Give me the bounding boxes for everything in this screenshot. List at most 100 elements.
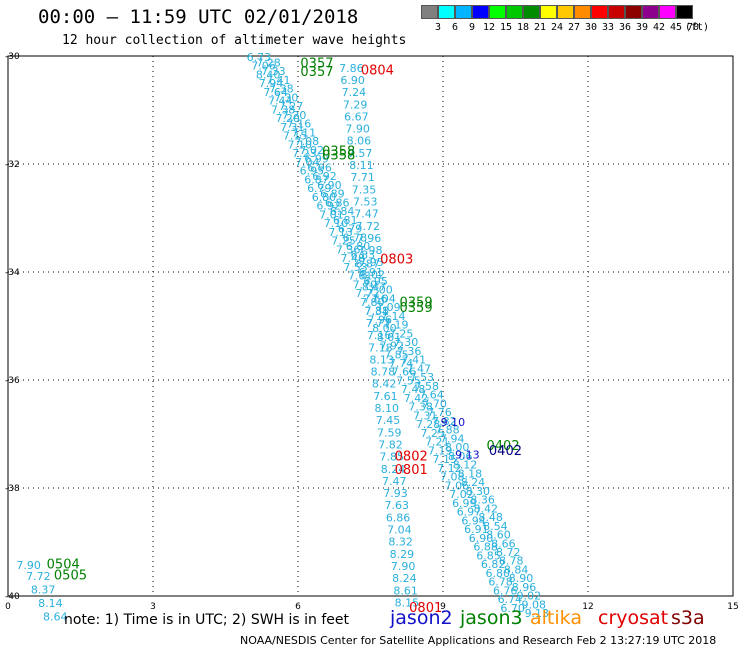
swh-value: 7.25 xyxy=(389,327,414,340)
swh-value: 7.72 xyxy=(26,570,51,583)
colorbar-tick-label: 24 xyxy=(550,22,564,33)
lat-tick-label: -30 xyxy=(5,52,20,62)
pass-time-label: 0505 xyxy=(54,568,87,583)
swh-tracks: 6.737.068.407.947.647.447.387.207.317.15… xyxy=(16,51,549,623)
swh-value: 7.48 xyxy=(340,252,365,265)
swh-value: 6.86 xyxy=(386,511,411,524)
swh-value: 6.85 xyxy=(476,549,501,562)
swh-value: 7.90 xyxy=(16,559,40,572)
swh-value: 8.36 xyxy=(470,494,495,507)
swh-value: 7.31 xyxy=(280,121,305,134)
swh-value: 7.88 xyxy=(365,305,390,318)
swh-value: 6.92 xyxy=(316,200,341,213)
pass-time-label: 0358 xyxy=(322,148,355,163)
pass-time-label: 0359 xyxy=(400,296,433,311)
swh-value: 7.77 xyxy=(366,317,391,330)
swh-value: 7.11 xyxy=(292,126,317,139)
credit-footer: NOAA/NESDIS Center for Satellite Applica… xyxy=(240,634,717,647)
swh-value: 8.24 xyxy=(461,476,486,489)
mission-legend-jason3: jason3 xyxy=(460,607,523,629)
swh-value: 6.99 xyxy=(452,497,477,510)
swh-value: 8.60 xyxy=(486,529,511,542)
swh-value: 6.79 xyxy=(307,182,332,195)
swh-value: 8.42 xyxy=(473,502,498,515)
swh-value: 7.56 xyxy=(363,293,388,306)
swh-value: 8.96 xyxy=(512,581,537,594)
colorbar-swatch xyxy=(489,5,506,19)
swh-value: 6.91 xyxy=(464,523,489,536)
swh-value: 7.31 xyxy=(413,409,438,422)
swh-value: 7.16 xyxy=(367,329,392,342)
swh-value: 7.41 xyxy=(402,354,427,367)
swh-value: 7.01 xyxy=(319,208,344,221)
colorbar-swatch xyxy=(540,5,557,19)
swh-value: 7.15 xyxy=(283,130,308,143)
lon-tick-label: 15 xyxy=(727,602,738,612)
swh-value: 7.02 xyxy=(299,144,324,157)
swh-value: 8.30 xyxy=(466,485,491,498)
pass-time-label: 0801 xyxy=(395,463,428,478)
colorbar-swatch xyxy=(455,5,472,19)
swh-value: 8.15 xyxy=(395,596,420,609)
swh-value: 6.90 xyxy=(317,179,342,192)
colorbar-tick-label: 27 xyxy=(567,22,581,33)
swh-value: 7.18 xyxy=(368,341,393,354)
colorbar-tick-label: 39 xyxy=(635,22,649,33)
swh-value: 8.42 xyxy=(372,378,397,391)
swh-value: 6.80 xyxy=(485,567,510,580)
swh-value: 7.66 xyxy=(392,366,417,379)
swh-value: 6.95 xyxy=(363,275,388,288)
swh-value: 7.23 xyxy=(292,147,317,160)
colorbar-swatch xyxy=(523,5,540,19)
swh-value: 8.12 xyxy=(453,459,478,472)
swh-value: 7.35 xyxy=(352,183,377,196)
swh-value: 6.87 xyxy=(355,257,380,270)
lon-tick-label: 3 xyxy=(150,602,156,612)
swh-value: 7.36 xyxy=(336,243,361,256)
swh-value: 8.24 xyxy=(392,572,417,585)
lon-tick-label: 0 xyxy=(5,602,11,612)
swh-value: 7.42 xyxy=(404,392,429,405)
swh-value: 7.85 xyxy=(384,348,409,361)
map-title: 00:00 – 11:59 UTC 02/01/2018 xyxy=(38,6,359,28)
lat-tick-label: -32 xyxy=(5,160,20,170)
colorbar-swatch xyxy=(438,5,455,19)
swh-value: 7.64 xyxy=(419,389,444,402)
colorbar-tick-label: 15 xyxy=(499,22,513,33)
swh-value: 9.10 xyxy=(441,416,466,429)
swh-value: 7.04 xyxy=(371,292,396,305)
swh-value: 7.24 xyxy=(342,86,367,99)
lon-tick-label: 12 xyxy=(582,602,593,612)
mission-legend-cryosat: cryosat xyxy=(598,607,669,629)
units-note: note: 1) Time is in UTC; 2) SWH is in fe… xyxy=(64,612,350,628)
swh-value: 7.64 xyxy=(263,86,288,99)
swh-value: 6.91 xyxy=(359,266,384,279)
swh-value: 9.02 xyxy=(517,590,542,603)
swh-value: 7.04 xyxy=(295,156,320,169)
swh-value: 7.94 xyxy=(440,432,465,445)
swh-value: 8.02 xyxy=(361,268,386,281)
swh-value: 7.41 xyxy=(266,74,291,87)
swh-value: 8.40 xyxy=(256,68,281,81)
swh-value: 8.37 xyxy=(31,583,55,596)
swh-value: 8.00 xyxy=(445,441,470,454)
swh-value: 7.16 xyxy=(287,118,312,131)
swh-value: 8.14 xyxy=(38,597,63,610)
swh-value: 7.02 xyxy=(449,488,474,501)
colorbar-tick-label: 45 xyxy=(669,22,683,33)
swh-value: 6.83 xyxy=(351,249,376,262)
swh-value: 7.98 xyxy=(358,244,383,257)
swh-value: 7.29 xyxy=(343,98,368,111)
colorbar-swatch xyxy=(574,5,591,19)
colorbar-tick-label: 33 xyxy=(601,22,615,33)
swh-value: 8.47 xyxy=(362,281,387,294)
swh-value: 6.67 xyxy=(344,110,369,123)
swh-value: 7.48 xyxy=(401,383,426,396)
swh-value: 8.06 xyxy=(347,135,372,148)
colorbar-unit-label: (ft) xyxy=(684,22,710,33)
swh-value: 7.06 xyxy=(251,60,276,73)
swh-value: 7.20 xyxy=(275,112,300,125)
swh-value: 6.94 xyxy=(461,514,486,527)
swh-value: 6.70 xyxy=(500,602,525,615)
